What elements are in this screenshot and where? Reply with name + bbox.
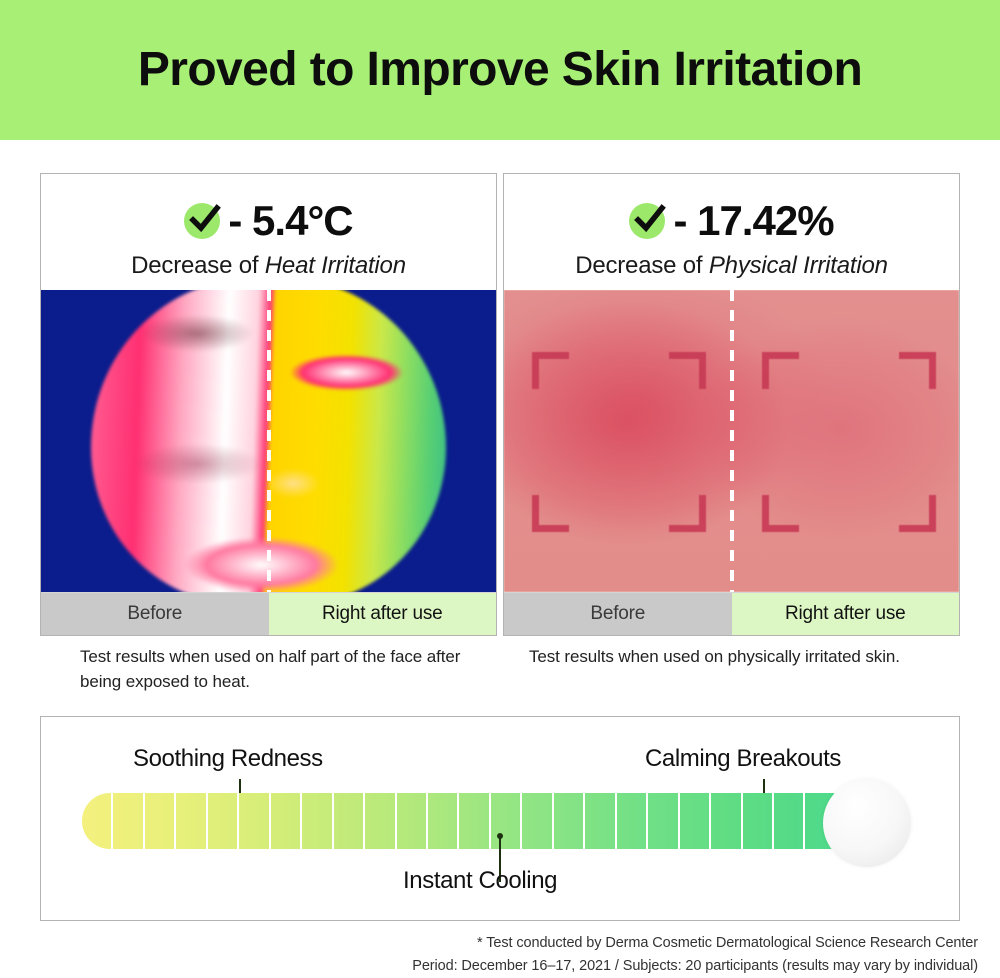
header-banner: Proved to Improve Skin Irritation	[0, 0, 1000, 140]
scale-segment	[397, 793, 428, 849]
label-after-physical: Right after use	[731, 593, 959, 635]
scale-segment	[617, 793, 649, 849]
label-after-heat: Right after use	[268, 593, 496, 635]
stat-caption-prefix-physical: Decrease of	[575, 252, 709, 279]
stat-caption-physical: Decrease of Physical Irritation	[575, 252, 888, 280]
scale-segment	[585, 793, 617, 849]
scale-segment	[334, 793, 366, 849]
scale-segment	[176, 793, 208, 849]
label-before-heat: Before	[41, 593, 269, 635]
scale-segment	[648, 793, 680, 849]
crop-bracket-icon	[669, 352, 706, 389]
before-after-strip-physical: Before Right after use	[504, 592, 959, 635]
scale-segment	[428, 793, 460, 849]
scale-segment	[711, 793, 743, 849]
panel-physical-irritation: - 17.42% Decrease of Physical Irritation	[503, 173, 960, 636]
leader-line-instant-cooling	[499, 837, 501, 882]
scale-segment	[554, 793, 586, 849]
crop-bracket-icon	[532, 495, 569, 532]
label-before-physical: Before	[504, 593, 732, 635]
check-circle-icon	[184, 203, 222, 239]
scale-segment	[743, 793, 774, 849]
scale-segment	[145, 793, 177, 849]
scale-segment	[302, 793, 334, 849]
before-after-strip-heat: Before Right after use	[41, 592, 496, 635]
stat-caption-emphasis-heat: Heat Irritation	[264, 252, 406, 279]
image-split-divider	[729, 290, 734, 592]
stat-caption-prefix-heat: Decrease of	[131, 252, 265, 279]
stat-caption-emphasis-physical: Physical Irritation	[708, 252, 888, 279]
scale-segment	[680, 793, 712, 849]
thermal-face-image	[41, 290, 496, 592]
panel-captions: Test results when used on half part of t…	[40, 645, 960, 694]
scale-segment	[491, 793, 523, 849]
scale-label-instant-cooling: Instant Cooling	[403, 867, 558, 894]
page-title: Proved to Improve Skin Irritation	[137, 42, 863, 96]
panel-header-physical: - 17.42% Decrease of Physical Irritation	[504, 174, 959, 290]
caption-physical: Test results when used on physically irr…	[529, 647, 900, 666]
footnote-line-2: Period: December 16–17, 2021 / Subjects:…	[412, 958, 978, 975]
crop-bracket-icon	[762, 352, 799, 389]
crop-bracket-icon	[762, 495, 799, 532]
scale-segment	[774, 793, 806, 849]
crop-bracket-icon	[899, 495, 936, 532]
scale-segment	[208, 793, 240, 849]
scale-segment	[365, 793, 397, 849]
scale-segment	[459, 793, 491, 849]
irritated-skin-image	[504, 290, 959, 592]
scale-label-calming-breakouts: Calming Breakouts	[645, 745, 841, 772]
leader-dot-instant-cooling	[496, 833, 503, 839]
stat-value-heat: - 5.4°C	[228, 197, 353, 244]
crop-bracket-icon	[532, 352, 569, 389]
cooling-gradient-bar	[82, 793, 835, 849]
stat-row-heat: - 5.4°C	[184, 197, 354, 244]
scale-label-soothing-redness: Soothing Redness	[133, 745, 323, 772]
footnote-line-1: * Test conducted by Derma Cosmetic Derma…	[477, 935, 978, 951]
stat-value-physical: - 17.42%	[673, 197, 834, 244]
footnote: * Test conducted by Derma Cosmetic Derma…	[0, 932, 978, 978]
scale-segment	[271, 793, 303, 849]
panel-heat-irritation: - 5.4°C Decrease of Heat Irritation Befo…	[40, 173, 497, 636]
stat-caption-heat: Decrease of Heat Irritation	[131, 252, 406, 280]
scale-segment	[522, 793, 554, 849]
crop-bracket-icon	[669, 495, 706, 532]
scale-segment	[239, 793, 271, 849]
cotton-pad-circle	[823, 779, 911, 867]
crop-bracket-icon	[899, 352, 936, 389]
image-split-divider	[266, 290, 271, 592]
check-circle-icon	[629, 203, 667, 239]
scale-segment	[82, 793, 114, 849]
caption-heat: Test results when used on half part of t…	[80, 647, 461, 691]
panel-header-heat: - 5.4°C Decrease of Heat Irritation	[41, 174, 496, 290]
result-panels: - 5.4°C Decrease of Heat Irritation Befo…	[40, 173, 960, 636]
stat-row-physical: - 17.42%	[629, 197, 835, 244]
benefits-scale-panel: Soothing Redness Calming Breakouts	[40, 716, 960, 921]
scale-segment	[113, 793, 145, 849]
